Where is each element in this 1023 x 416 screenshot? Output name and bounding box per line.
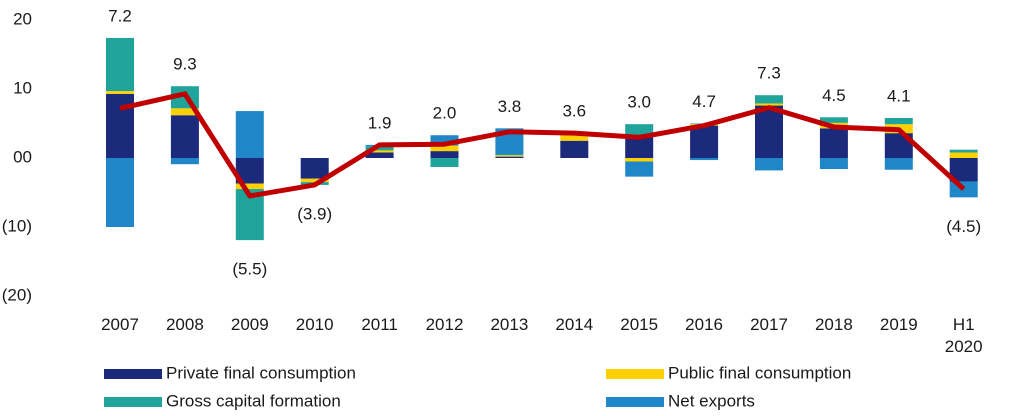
bar-segment bbox=[495, 155, 524, 157]
bar-segment bbox=[819, 158, 848, 170]
bar-segment bbox=[560, 140, 589, 158]
bar-segment bbox=[170, 115, 199, 158]
bar-segment bbox=[106, 91, 134, 94]
data-label: 9.3 bbox=[173, 55, 197, 74]
bar-segment bbox=[495, 154, 524, 156]
data-label: 4.7 bbox=[692, 92, 716, 111]
bar-segment bbox=[365, 152, 394, 158]
bar-segment bbox=[365, 150, 394, 153]
bar-segment bbox=[430, 151, 459, 158]
x-tick-label: 2017 bbox=[750, 315, 788, 334]
x-tick-label: H1 2020 bbox=[944, 315, 983, 356]
x-tick-label: 2015 bbox=[620, 315, 659, 334]
legend-swatch bbox=[606, 397, 664, 407]
data-label: 4.1 bbox=[887, 86, 911, 105]
legend-label: Public final consumption bbox=[668, 363, 851, 382]
x-tick-label: 2009 bbox=[230, 315, 269, 334]
x-tick-label: 2011 bbox=[361, 315, 398, 334]
x-tick-label: 2010 bbox=[295, 315, 334, 334]
bar-segment bbox=[755, 105, 783, 158]
legend-swatch bbox=[606, 369, 664, 379]
bar-segment bbox=[949, 149, 978, 153]
bar-segment bbox=[625, 161, 654, 177]
bar-segment bbox=[495, 156, 524, 158]
x-tick-label: 2012 bbox=[425, 315, 464, 334]
bar-segment bbox=[300, 178, 329, 183]
bar-segment bbox=[690, 158, 719, 161]
data-label: (3.9) bbox=[297, 204, 332, 223]
bar-segment bbox=[430, 145, 459, 152]
data-label: 3.8 bbox=[498, 97, 522, 116]
data-label: 7.3 bbox=[757, 64, 781, 83]
data-label: 3.0 bbox=[627, 93, 651, 112]
x-tick-label: 2013 bbox=[490, 315, 529, 334]
bar-segment bbox=[949, 158, 978, 182]
line bbox=[119, 91, 966, 199]
data-label: 1.9 bbox=[368, 113, 392, 132]
bar-segment bbox=[235, 183, 264, 190]
bar-segment bbox=[430, 135, 459, 146]
legend-label: Net exports bbox=[668, 391, 755, 410]
bar-segment bbox=[819, 128, 848, 158]
bar-segment bbox=[560, 135, 589, 141]
bar-segment bbox=[430, 158, 459, 167]
data-label: (5.5) bbox=[232, 260, 267, 279]
data-label: 2.0 bbox=[433, 104, 457, 123]
data-label: 7.2 bbox=[108, 6, 132, 25]
bar-segment bbox=[170, 158, 199, 165]
x-tick-label: 2018 bbox=[814, 315, 853, 334]
y-tick-label: (10) bbox=[2, 216, 32, 235]
bar-segment bbox=[625, 158, 654, 162]
x-tick-label: 2014 bbox=[555, 315, 594, 334]
legend-swatch bbox=[104, 397, 162, 407]
legend-label: Gross capital formation bbox=[166, 391, 341, 410]
data-label: (4.5) bbox=[946, 217, 981, 236]
bar-segment bbox=[884, 158, 913, 170]
bar-segment bbox=[625, 137, 654, 158]
bar-segment bbox=[949, 152, 978, 158]
bar-segment bbox=[365, 146, 394, 151]
bar-segment bbox=[106, 158, 134, 227]
legend-swatch bbox=[104, 369, 162, 379]
legend-label: Private final consumption bbox=[166, 363, 356, 382]
y-tick-label: (20) bbox=[2, 285, 32, 304]
x-tick-label: 2008 bbox=[165, 315, 204, 334]
bar-segment bbox=[949, 181, 978, 198]
bar-segment bbox=[819, 117, 848, 123]
y-tick-label: 20 bbox=[13, 9, 32, 28]
bar-segment bbox=[106, 93, 134, 158]
bar-segment bbox=[755, 95, 783, 104]
x-tick-label: 2016 bbox=[685, 315, 723, 334]
bar-segment bbox=[170, 108, 199, 116]
bar-segment bbox=[755, 158, 783, 171]
bar-segment bbox=[884, 117, 913, 125]
bar-segment bbox=[235, 111, 264, 158]
y-tick-label: 00 bbox=[13, 147, 32, 166]
y-tick-label: 10 bbox=[13, 78, 32, 97]
data-label: 4.5 bbox=[822, 86, 846, 105]
bar-segment bbox=[755, 103, 783, 106]
bar-segment bbox=[300, 158, 329, 179]
bar-segment bbox=[106, 37, 134, 92]
bar-segment bbox=[690, 125, 719, 158]
x-tick-label: 2019 bbox=[879, 315, 918, 334]
data-label: 3.6 bbox=[562, 102, 586, 121]
x-tick-label: 2007 bbox=[101, 315, 139, 334]
